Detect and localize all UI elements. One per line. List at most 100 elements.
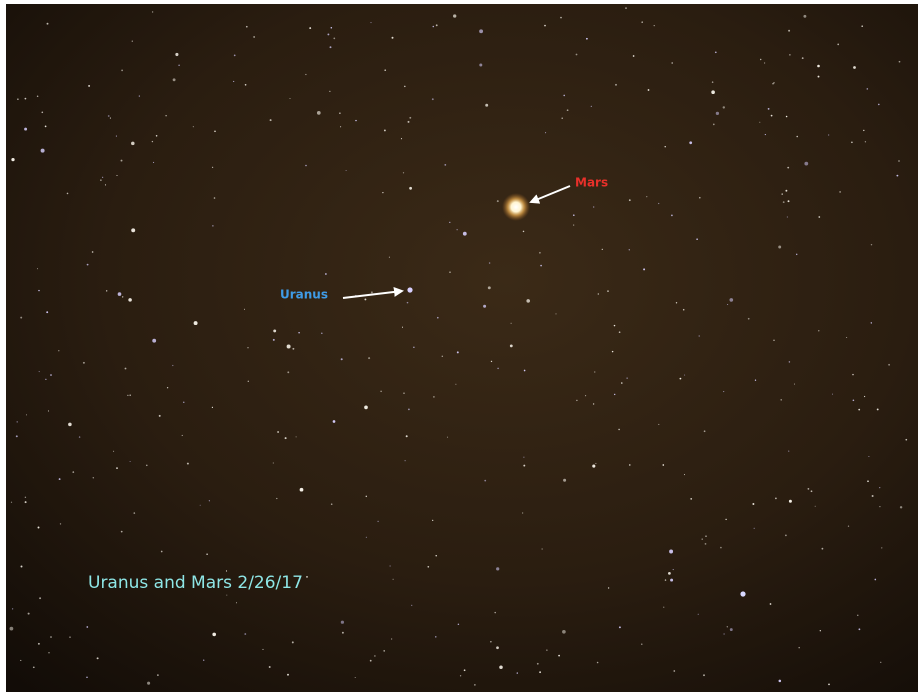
star (705, 543, 707, 545)
star (289, 98, 290, 99)
star (796, 254, 797, 255)
star (309, 27, 311, 29)
star (333, 38, 335, 40)
star (607, 290, 609, 292)
star (273, 339, 275, 341)
star (684, 474, 685, 475)
star (864, 396, 865, 397)
star (489, 262, 491, 264)
star (874, 579, 876, 581)
star (131, 228, 135, 232)
star (725, 519, 726, 520)
star (48, 652, 49, 653)
star (172, 365, 173, 366)
star (183, 402, 184, 403)
star (121, 70, 123, 72)
star (405, 460, 406, 461)
star (156, 135, 158, 137)
star (488, 286, 491, 289)
star (340, 126, 341, 127)
page: Mars Uranus Uranus and Mars 2/26/17 (() … (0, 0, 920, 694)
star (537, 663, 539, 665)
star (152, 339, 156, 343)
star (118, 292, 122, 296)
star (435, 555, 436, 556)
star (705, 536, 706, 537)
star (28, 613, 30, 615)
star (783, 201, 785, 203)
star (562, 630, 566, 634)
star (277, 431, 279, 433)
star (153, 162, 154, 163)
star (765, 134, 766, 135)
star (108, 115, 110, 117)
star (868, 456, 869, 457)
star (436, 24, 438, 26)
star (262, 649, 263, 650)
star (121, 531, 123, 533)
star (773, 340, 774, 341)
star (246, 26, 248, 28)
star (17, 98, 19, 100)
star (754, 528, 755, 529)
star (619, 626, 621, 628)
star (409, 187, 412, 190)
star (212, 633, 216, 637)
star (408, 409, 410, 411)
star (139, 96, 140, 97)
star (740, 591, 745, 596)
star (563, 479, 566, 482)
star (646, 196, 647, 197)
star (157, 674, 159, 676)
star (879, 506, 880, 507)
star (187, 463, 189, 465)
star (58, 350, 59, 351)
star (193, 126, 194, 127)
star (122, 296, 123, 297)
star (593, 403, 594, 404)
star (558, 655, 560, 657)
star (485, 104, 488, 107)
star (455, 384, 456, 385)
star (690, 498, 692, 500)
star (539, 671, 541, 673)
star (331, 27, 333, 29)
star (287, 371, 289, 373)
star (92, 251, 94, 253)
star (723, 633, 724, 634)
caption: Uranus and Mars 2/26/17 (88, 573, 303, 593)
star (26, 414, 27, 415)
star (127, 395, 128, 396)
star (905, 439, 907, 441)
star (561, 118, 562, 119)
star (285, 437, 287, 439)
star (330, 46, 332, 48)
star (447, 437, 448, 438)
star (822, 548, 824, 550)
star (716, 112, 719, 115)
star (673, 569, 674, 570)
star (608, 587, 609, 588)
star (87, 264, 89, 266)
star (444, 164, 446, 166)
star (788, 200, 790, 202)
star (16, 435, 18, 437)
star (132, 41, 133, 42)
star (788, 30, 790, 32)
star (496, 646, 499, 649)
star (494, 612, 495, 613)
star (778, 246, 781, 249)
star (287, 345, 291, 349)
star (60, 523, 61, 524)
star (125, 368, 127, 370)
star (298, 332, 299, 333)
star (670, 579, 673, 582)
star (699, 335, 700, 336)
star (128, 298, 132, 302)
star (102, 177, 103, 178)
star (178, 64, 180, 66)
star (658, 424, 659, 425)
star (342, 632, 344, 634)
star (371, 291, 373, 293)
star (665, 146, 666, 147)
